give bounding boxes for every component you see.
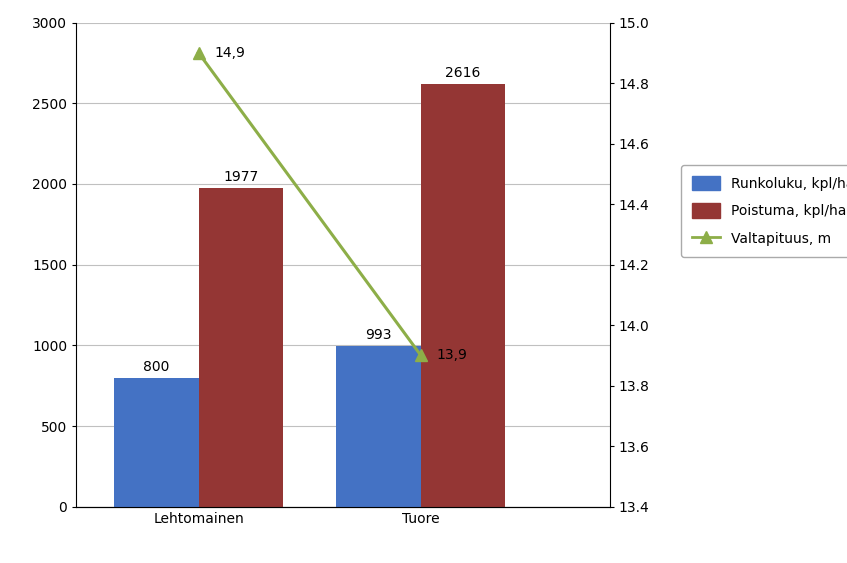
Text: 13,9: 13,9 <box>436 348 468 363</box>
Bar <box>336 346 421 507</box>
Text: 1977: 1977 <box>223 169 258 184</box>
Bar <box>198 187 283 507</box>
Bar <box>114 378 198 507</box>
Legend: Runkoluku, kpl/ha, Poistuma, kpl/ha, Valtapituus, m: Runkoluku, kpl/ha, Poistuma, kpl/ha, Val… <box>681 165 847 257</box>
Text: 2616: 2616 <box>446 66 481 81</box>
Text: 800: 800 <box>143 360 169 374</box>
Text: 993: 993 <box>365 328 392 342</box>
Text: 14,9: 14,9 <box>214 46 245 60</box>
Bar <box>421 84 506 507</box>
